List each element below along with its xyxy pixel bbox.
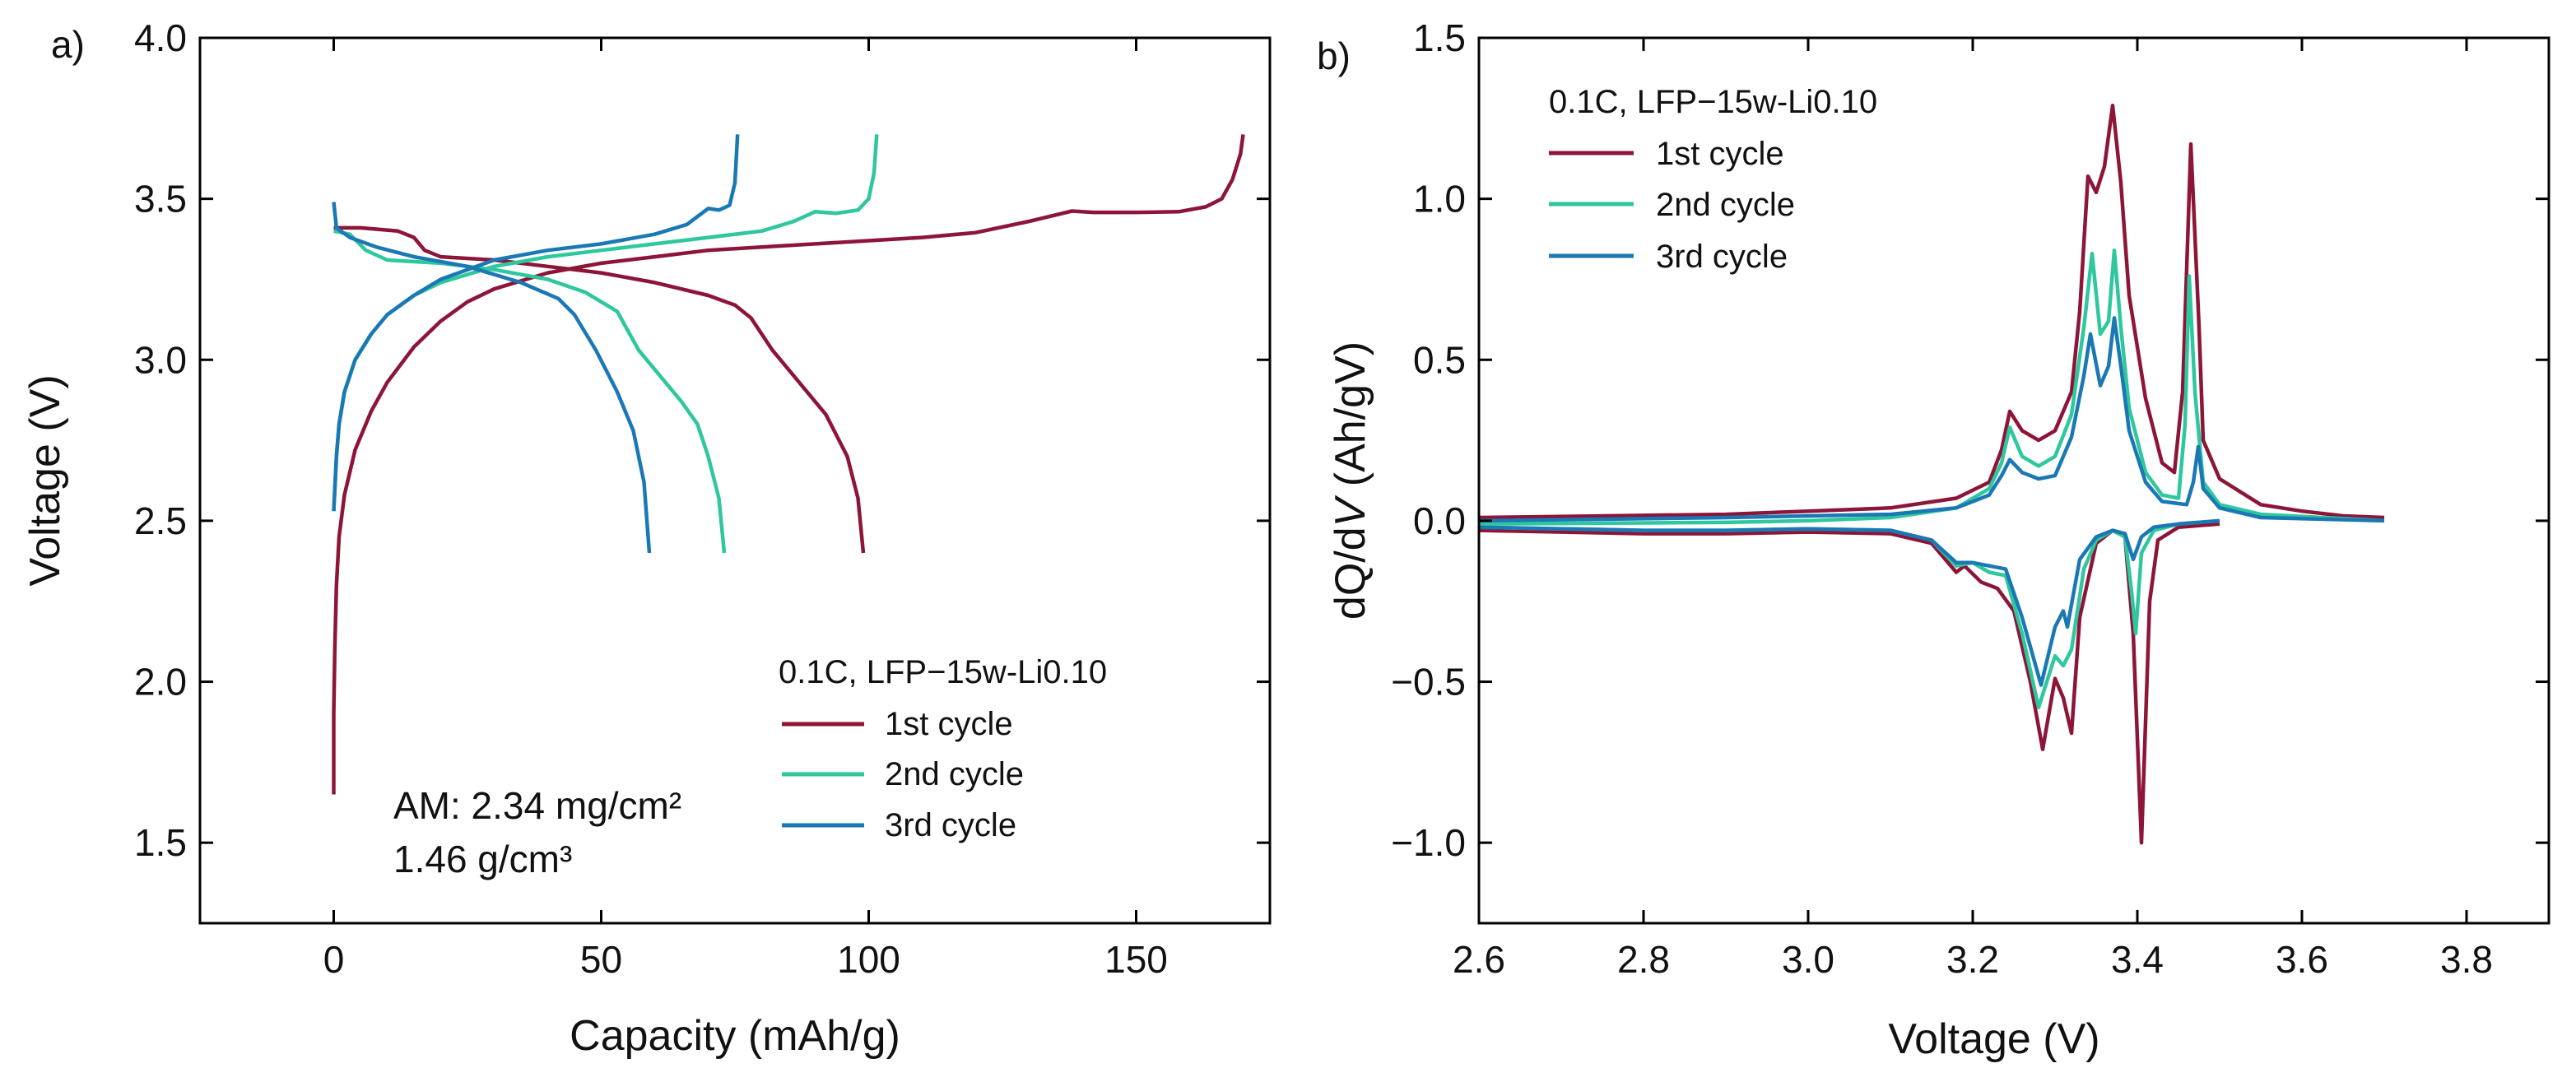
panel-b-x-axis-label: Voltage (V) [1888,1015,2099,1063]
panel-a-series-1-charge-line [332,134,1245,795]
panel-b-x-tick-label: 3.4 [2111,938,2164,981]
panel-b-y-tick-label: −0.5 [1391,661,1466,704]
panel-a-legend-label-1st: 1st cycle [885,706,1013,742]
panel-b-series-1-charge-line [1478,103,2385,520]
panel-a-frame [198,36,1272,925]
panel-a-series-1-discharge-line [333,225,866,554]
panel-a-y-axis-label: Voltage (V) [21,374,69,586]
panel-b-x-tick-label: 3.6 [2276,938,2328,981]
panel-a-annotation-density: 1.46 g/cm³ [393,838,572,880]
panel-b-y-tick-label: 0.5 [1413,338,1466,381]
panel-b-label: b) [1317,35,1351,77]
panel-a-label: a) [51,23,85,66]
panel-a-ticks-group: 0 50 100 150 1.5 2.0 2.5 3.0 3.5 4.0 [134,16,1270,981]
panel-b-legend-label-1st: 1st cycle [1656,136,1784,172]
panel-a-legend-label-2nd: 2nd cycle [885,756,1024,792]
panel-a-series-group [332,134,1245,795]
panel-a-y-tick-label: 2.0 [134,661,187,704]
panel-a-y-tick-label: 3.5 [134,178,187,221]
panel-b-x-tick-label: 3.2 [1946,938,1999,981]
panel-b-frame [1477,36,2550,925]
panel-a-legend-title: 0.1C, LFP−15w-Li0.10 [779,654,1107,690]
panel-a-series-2-discharge-line [333,229,727,554]
panel-b-y-tick-label: 0.0 [1413,499,1466,542]
panel-a-y-tick-label: 3.0 [134,338,187,381]
panel-a-y-tick-label: 2.5 [134,499,187,542]
panel-b-series-group [1478,103,2385,845]
panel-a-voltage-capacity-plot: a) 0 50 100 150 1.5 2.0 2.5 3.0 3.5 4.0 Capacity … [21,16,1272,1060]
panel-a-annotation-mass: AM: 2.34 mg/cm² [393,784,681,827]
panel-b-y-axis-label: dQ/dV (Ah/gV) [1327,341,1374,620]
panel-a-series-2-charge-line [332,134,879,512]
panel-b-series-2-charge-line [1478,248,2385,527]
panel-a-x-tick-label: 150 [1104,938,1168,981]
panel-b-series-2-discharge-line [1478,518,2220,710]
panel-b-series-1-discharge-line [1478,522,2220,845]
panel-a-x-tick-label: 50 [580,938,622,981]
panel-b-legend-label-2nd: 2nd cycle [1656,187,1795,223]
panel-b-series-3-discharge-line [1478,518,2220,687]
panel-b-legend: 0.1C, LFP−15w-Li0.10 1st cycle 2nd cycle… [1549,84,1877,275]
panel-a-legend-label-3rd: 3rd cycle [885,807,1016,843]
panel-b-legend-title: 0.1C, LFP−15w-Li0.10 [1549,84,1877,120]
panel-b-dqdv-plot: b) 2.6 2.8 3.0 3.2 3.4 3.6 3.8 −1.0 −0.5 0.0 0.5 1.… [1317,16,2550,1063]
panel-a-y-tick-label: 4.0 [134,16,187,59]
panel-b-x-tick-label: 3.0 [1782,938,1834,981]
panel-b-y-tick-label: 1.0 [1413,178,1466,221]
panel-a-x-tick-label: 0 [323,938,345,981]
panel-b-legend-label-3rd: 3rd cycle [1656,239,1788,275]
panel-a-x-tick-label: 100 [837,938,900,981]
panel-b-y-tick-label: −1.0 [1391,821,1466,864]
panel-b-ticks-group: 2.6 2.8 3.0 3.2 3.4 3.6 3.8 −1.0 −0.5 0.0 0.5 1.0 1.… [1391,16,2549,981]
panel-b-series-3-charge-line [1478,316,2385,523]
panel-a-x-axis-label: Capacity (mAh/g) [570,1012,900,1060]
panel-a-y-tick-label: 1.5 [134,821,187,864]
panel-a-series-3-discharge-line [332,202,652,554]
panel-a-series-3-charge-line [332,134,740,512]
panel-a-legend: 0.1C, LFP−15w-Li0.10 1st cycle 2nd cycle… [779,654,1107,843]
panel-b-x-tick-label: 2.6 [1453,938,1505,981]
panel-b-x-tick-label: 3.8 [2440,938,2493,981]
panel-b-x-tick-label: 2.8 [1617,938,1670,981]
panel-b-y-tick-label: 1.5 [1413,16,1466,59]
